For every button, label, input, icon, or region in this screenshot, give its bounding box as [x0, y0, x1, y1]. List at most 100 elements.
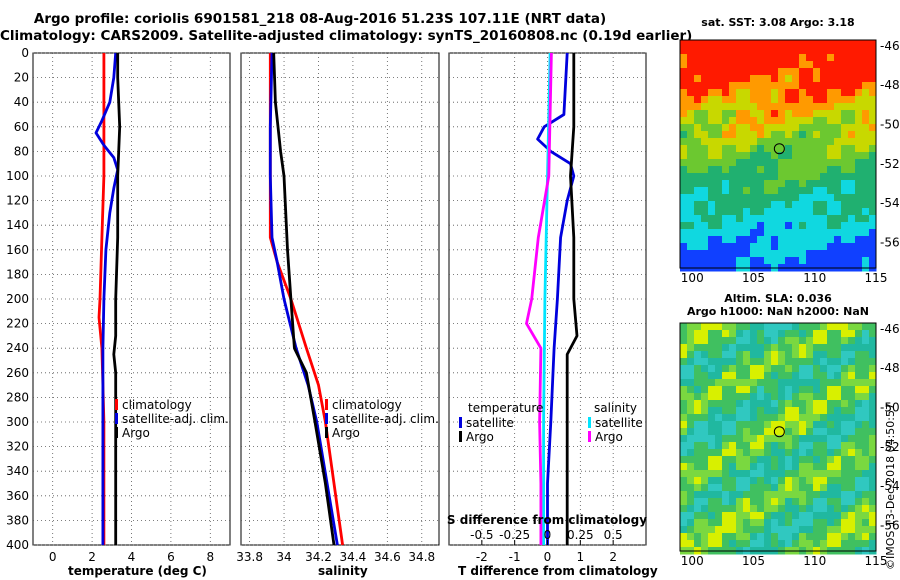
heatmap-cell: [813, 215, 821, 223]
heatmap-cell: [834, 194, 842, 202]
heatmap-cell: [869, 152, 877, 160]
heatmap-cell: [757, 512, 765, 520]
heatmap-cell: [848, 201, 856, 209]
heatmap-cell: [680, 159, 688, 167]
heatmap-cell: [701, 180, 709, 188]
heatmap-cell: [715, 456, 723, 464]
heatmap-cell: [848, 194, 856, 202]
heatmap-cell: [855, 131, 863, 139]
ytick-label: 260: [6, 366, 29, 380]
heatmap-cell: [862, 533, 870, 541]
heatmap-cell: [708, 131, 716, 139]
sdiff-tick-label: -0.25: [499, 528, 530, 542]
heatmap-cell: [869, 201, 877, 209]
heatmap-cell: [806, 526, 814, 534]
heatmap-cell: [715, 393, 723, 401]
heatmap-cell: [708, 110, 716, 118]
legend-title-salinity: salinity: [594, 401, 637, 415]
heatmap-cell: [708, 449, 716, 457]
heatmap-cell: [708, 145, 716, 153]
heatmap-cell: [708, 330, 716, 338]
heatmap-cell: [827, 337, 835, 345]
heatmap-cell: [729, 145, 737, 153]
heatmap-cell: [680, 533, 688, 541]
heatmap-cell: [813, 393, 821, 401]
heatmap-cell: [827, 222, 835, 230]
heatmap-cell: [680, 40, 688, 48]
heatmap-cell: [778, 215, 786, 223]
heatmap-cell: [862, 54, 870, 62]
heatmap-cell: [785, 519, 793, 527]
heatmap-cell: [771, 250, 779, 258]
heatmap-cell: [827, 351, 835, 359]
heatmap-cell: [757, 117, 765, 125]
heatmap-cell: [841, 358, 849, 366]
heatmap-cell: [862, 456, 870, 464]
heatmap-cell: [701, 372, 709, 380]
heatmap-cell: [687, 358, 695, 366]
heatmap-cell: [729, 173, 737, 181]
heatmap-cell: [729, 201, 737, 209]
heatmap-cell: [792, 477, 800, 485]
heatmap-cell: [701, 96, 709, 104]
heatmap-cell: [750, 344, 758, 352]
legend-label: Argo: [122, 426, 150, 440]
heatmap-cell: [764, 477, 772, 485]
heatmap-cell: [785, 159, 793, 167]
heatmap-cell: [687, 47, 695, 55]
heatmap-cell: [701, 337, 709, 345]
heatmap-cell: [771, 407, 779, 415]
heatmap-cell: [701, 498, 709, 506]
heatmap-cell: [841, 243, 849, 251]
heatmap-cell: [820, 337, 828, 345]
heatmap-cell: [771, 110, 779, 118]
heatmap-cell: [799, 330, 807, 338]
heatmap-cell: [862, 145, 870, 153]
heatmap-cell: [785, 470, 793, 478]
heatmap-cell: [785, 145, 793, 153]
heatmap-cell: [771, 124, 779, 132]
heatmap-cell: [694, 243, 702, 251]
heatmap-cell: [729, 358, 737, 366]
legend-label: Argo: [466, 430, 494, 444]
heatmap-cell: [813, 124, 821, 132]
heatmap-cell: [680, 187, 688, 195]
heatmap-cell: [701, 166, 709, 174]
heatmap-cell: [701, 491, 709, 499]
heatmap-cell: [729, 498, 737, 506]
heatmap-cell: [806, 103, 814, 111]
heatmap-cell: [862, 138, 870, 146]
series-line-argo: [272, 52, 336, 546]
heatmap-cell: [757, 47, 765, 55]
heatmap-cell: [687, 449, 695, 457]
heatmap-cell: [820, 194, 828, 202]
heatmap-cell: [799, 442, 807, 450]
heatmap-cell: [841, 222, 849, 230]
heatmap-cell: [778, 393, 786, 401]
heatmap-cell: [834, 484, 842, 492]
heatmap-cell: [841, 89, 849, 97]
heatmap-cell: [729, 372, 737, 380]
sla-map-title: Altim. SLA: 0.036: [724, 292, 832, 305]
sla-xtick-label: 115: [865, 554, 888, 568]
heatmap-cell: [827, 498, 835, 506]
heatmap-cell: [813, 145, 821, 153]
heatmap-cell: [792, 365, 800, 373]
heatmap-cell: [785, 61, 793, 69]
heatmap-cell: [729, 533, 737, 541]
heatmap-cell: [869, 124, 877, 132]
heatmap-cell: [680, 138, 688, 146]
heatmap-cell: [680, 229, 688, 237]
heatmap-cell: [827, 505, 835, 513]
heatmap-cell: [862, 124, 870, 132]
heatmap-cell: [785, 257, 793, 265]
heatmap-cell: [848, 372, 856, 380]
heatmap-cell: [757, 456, 765, 464]
heatmap-cell: [869, 82, 877, 90]
heatmap-cell: [701, 456, 709, 464]
heatmap-cell: [820, 250, 828, 258]
heatmap-cell: [757, 386, 765, 394]
heatmap-cell: [771, 526, 779, 534]
heatmap-cell: [792, 89, 800, 97]
heatmap-cell: [806, 159, 814, 167]
